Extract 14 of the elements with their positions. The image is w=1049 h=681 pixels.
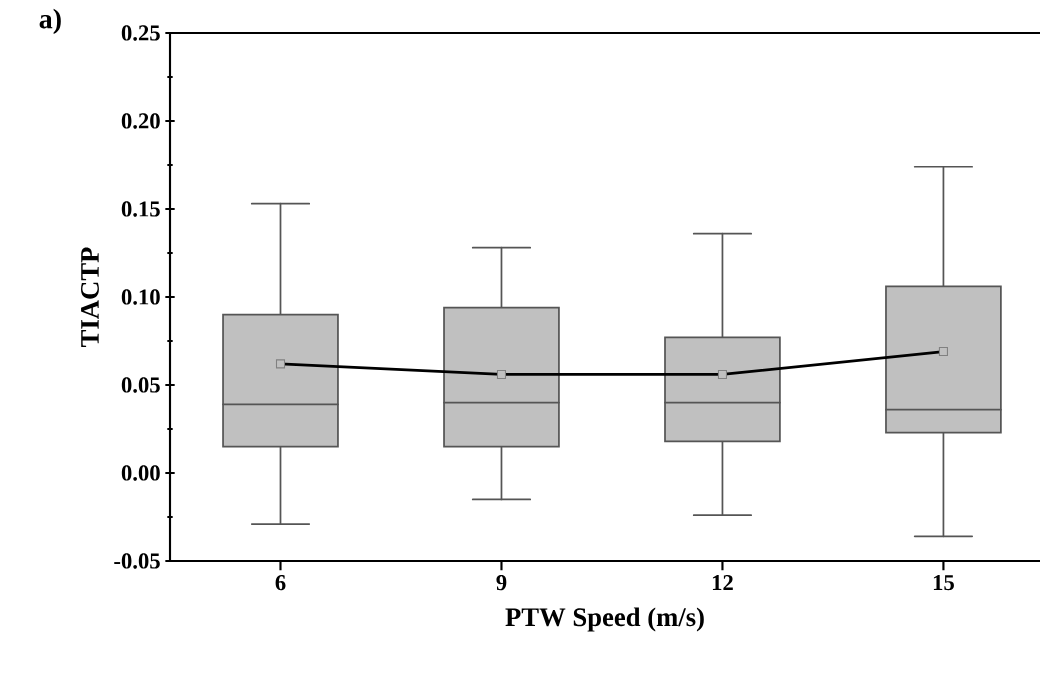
y-axis-title: TIACTP [81, 247, 99, 347]
x-tick-label: 6 [275, 575, 286, 591]
y-tick-label: 0.25 [121, 25, 160, 41]
y-tick-label: 0.20 [121, 113, 160, 129]
y-tick-label: 0.15 [121, 201, 160, 217]
y-tick-label: 0.10 [121, 289, 160, 305]
text: a) [39, 8, 61, 35]
y-tick-label: 0.05 [121, 377, 160, 393]
x-tick-label: 15 [933, 575, 954, 591]
x-tick-label: 9 [496, 575, 507, 591]
y-tick-label: 0.00 [121, 465, 160, 481]
y-tick-label: -0.05 [114, 553, 160, 569]
x-axis-title: PTW Speed (m/s) [505, 607, 704, 632]
x-tick-label: 12 [712, 575, 733, 591]
